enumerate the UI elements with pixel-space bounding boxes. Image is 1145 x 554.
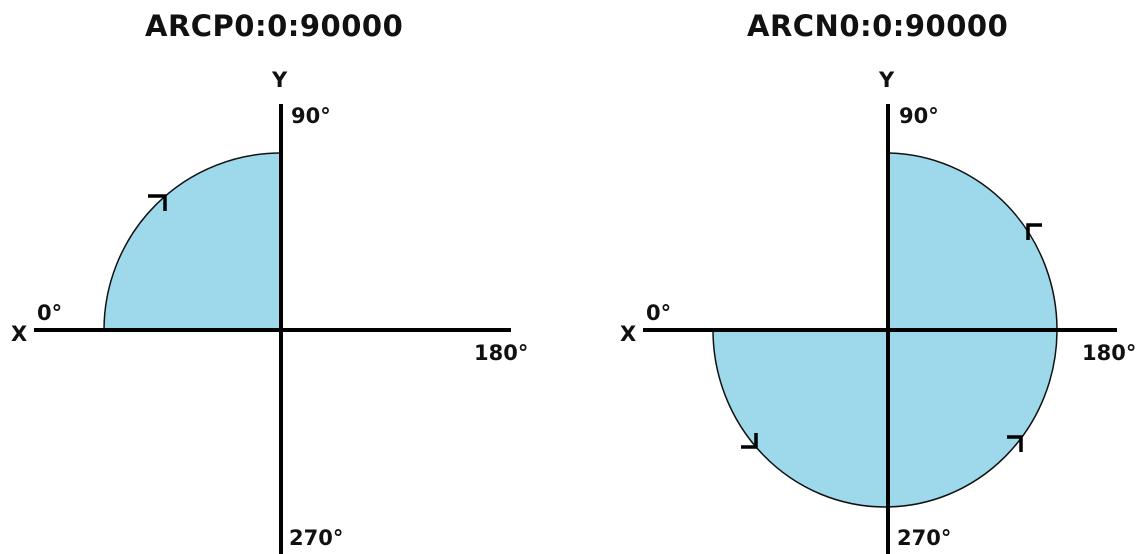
angle-label-90: 90° xyxy=(899,104,939,128)
x-axis-label: X xyxy=(11,322,28,346)
arcn-diagram: ARCN0:0:90000 X Y 0° 90° 180° 270° xyxy=(572,0,1145,554)
diagram-title: ARCP0:0:90000 xyxy=(145,9,404,43)
direction-arrow xyxy=(741,433,758,449)
y-axis-label: Y xyxy=(879,68,895,92)
y-axis-label: Y xyxy=(272,68,288,92)
arc-outline xyxy=(103,152,282,331)
arc-sector xyxy=(104,153,281,330)
angle-label-0: 0° xyxy=(37,301,63,325)
direction-arrow xyxy=(148,194,167,211)
x-axis-label: X xyxy=(620,322,637,346)
arc-sector xyxy=(713,153,1057,507)
arcp-diagram-canvas xyxy=(34,104,511,554)
arcp-diagram: ARCP0:0:90000 X Y 0° 90° 180° 270° xyxy=(0,0,572,554)
angle-label-270: 270° xyxy=(897,526,952,550)
angle-label-270: 270° xyxy=(289,526,344,550)
arc-outline xyxy=(712,152,1058,508)
angle-label-180: 180° xyxy=(1082,341,1137,365)
direction-arrow xyxy=(1026,223,1042,240)
diagram-title: ARCN0:0:90000 xyxy=(747,9,1009,43)
angle-label-90: 90° xyxy=(291,104,331,128)
arcn-diagram-canvas xyxy=(643,104,1117,554)
angle-label-0: 0° xyxy=(646,301,672,325)
angle-label-180: 180° xyxy=(474,341,529,365)
direction-arrow xyxy=(1007,435,1023,452)
